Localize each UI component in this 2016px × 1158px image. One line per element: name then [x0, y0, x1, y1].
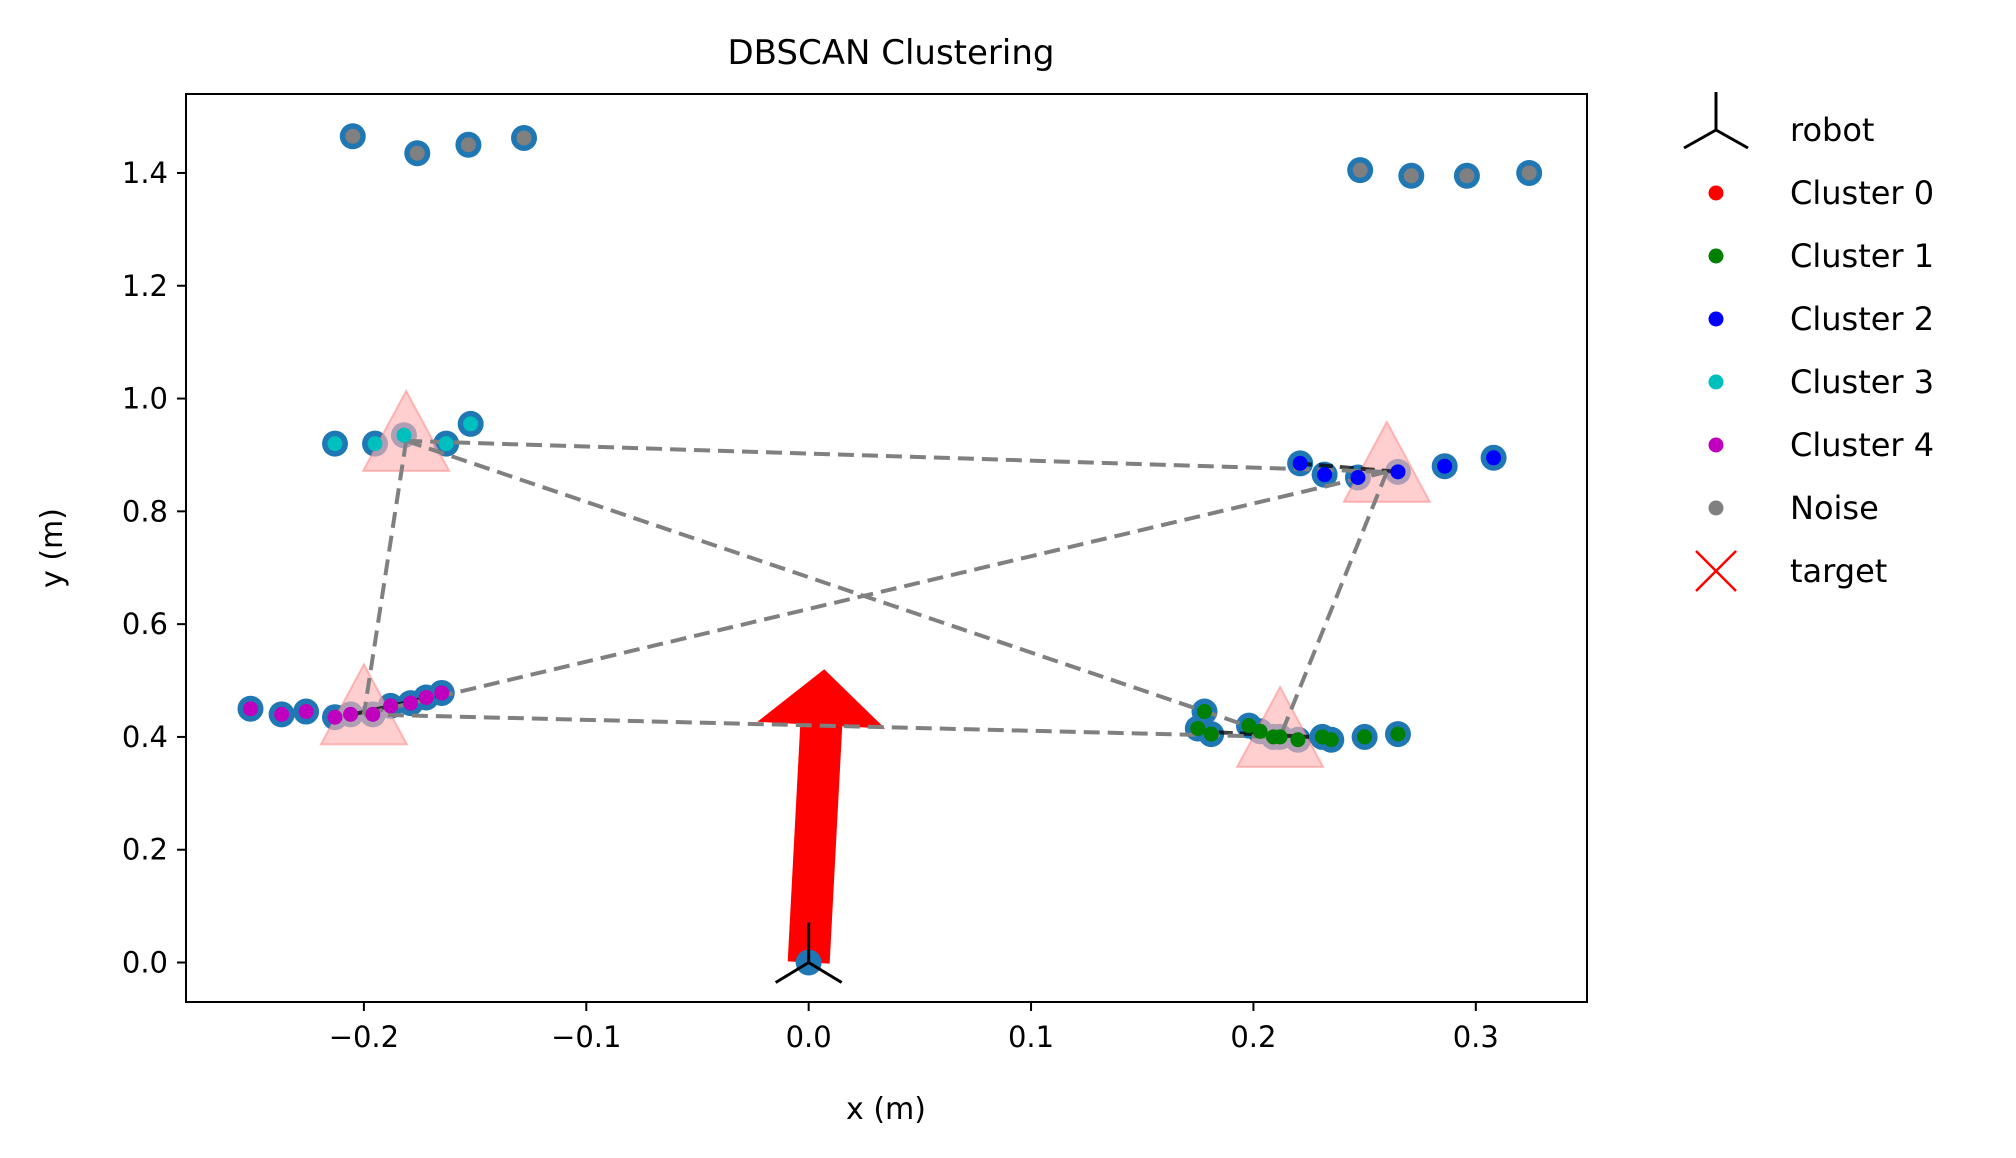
centroid-connection — [363, 469, 1388, 717]
centroid-connection — [406, 438, 1387, 474]
y-tick-label: 1.4 — [122, 156, 168, 190]
target-arrow — [757, 669, 886, 964]
y-tick-label: 0.4 — [122, 720, 168, 754]
legend-entry: Noise — [1708, 489, 1879, 527]
x-tick-label: 0.2 — [1230, 1020, 1276, 1054]
plot-area — [237, 123, 1543, 984]
cluster-point — [463, 416, 479, 432]
cluster-point — [1241, 718, 1257, 734]
cluster-point — [1350, 470, 1366, 486]
axes-frame — [185, 93, 1588, 1003]
cluster-point — [327, 436, 343, 452]
y-tick-label: 0.6 — [122, 607, 168, 641]
cluster-point — [343, 706, 359, 722]
cluster-point — [438, 436, 454, 452]
cluster-point — [365, 706, 381, 722]
legend-entry: robot — [1683, 92, 1874, 150]
chart-title: DBSCAN Clustering — [728, 33, 1055, 73]
cluster-point — [1486, 450, 1502, 466]
legend-entry: Cluster 2 — [1708, 300, 1934, 338]
x-tick-label: −0.1 — [551, 1020, 621, 1054]
y-tick-label: 1.0 — [122, 382, 168, 416]
cluster-point — [298, 704, 314, 720]
y-axis: 0.0 0.2 0.4 0.6 0.8 1.0 1.2 1.4 — [122, 156, 186, 980]
cluster-point — [1292, 455, 1308, 471]
robot-icon — [1683, 92, 1749, 150]
robot-marker — [774, 922, 843, 984]
cluster-point — [1252, 723, 1268, 739]
cluster-point — [1290, 732, 1306, 748]
cluster-point — [1390, 464, 1406, 480]
legend-entry: Cluster 3 — [1708, 363, 1934, 401]
x-tick-label: 0.1 — [1008, 1020, 1054, 1054]
legend-label: Cluster 0 — [1790, 174, 1934, 212]
legend-dot-icon — [1708, 437, 1724, 453]
legend-label: robot — [1790, 111, 1874, 149]
legend-dot-icon — [1708, 500, 1724, 516]
x-tick-label: −0.2 — [329, 1020, 399, 1054]
y-tick-label: 0.2 — [122, 833, 168, 867]
target-icon — [1695, 550, 1737, 592]
cluster-point — [1272, 729, 1288, 745]
y-axis-label: y (m) — [35, 508, 70, 588]
y-tick-label: 0.8 — [122, 494, 168, 528]
cluster-point — [1521, 165, 1537, 181]
legend-label: Cluster 4 — [1790, 426, 1934, 464]
legend-label: Noise — [1790, 489, 1879, 527]
legend-label: Cluster 1 — [1790, 237, 1934, 275]
cluster-point — [418, 689, 434, 705]
cluster-point — [1317, 467, 1333, 483]
x-axis-label: x (m) — [846, 1092, 926, 1127]
cluster-point — [383, 698, 399, 714]
centroid-connection — [361, 440, 409, 715]
cluster-point — [396, 427, 412, 443]
cluster-point — [367, 436, 383, 452]
cluster-point — [1390, 726, 1406, 742]
cluster-point — [242, 701, 258, 717]
legend-label: Cluster 3 — [1790, 363, 1934, 401]
centroid-connection — [405, 438, 1281, 739]
centroid-marker — [1342, 419, 1432, 503]
cluster-point — [327, 709, 343, 725]
legend-dot-icon — [1708, 374, 1724, 390]
x-tick-label: 0.3 — [1453, 1020, 1499, 1054]
legend-dot-icon — [1708, 248, 1724, 264]
cluster-point — [345, 128, 361, 144]
legend-entry: Cluster 4 — [1708, 426, 1934, 464]
cluster-point — [1357, 729, 1373, 745]
cluster-segment — [1297, 461, 1399, 474]
cluster-point — [1190, 720, 1206, 736]
legend-entry: Cluster 1 — [1708, 237, 1934, 275]
cluster-point — [403, 695, 419, 711]
cluster-point — [274, 706, 290, 722]
legend-entry: Cluster 0 — [1708, 174, 1934, 212]
x-axis: −0.2 −0.1 0.0 0.1 0.2 0.3 — [329, 1002, 1499, 1054]
legend-dot-icon — [1708, 185, 1724, 201]
y-tick-label: 1.2 — [122, 269, 168, 303]
cluster-point — [1352, 162, 1368, 178]
legend-label: Cluster 2 — [1790, 300, 1934, 338]
cluster-point — [1437, 458, 1453, 474]
legend-label: target — [1790, 552, 1887, 590]
legend: robot Cluster 0 Cluster 1 Cluster 2 Cluster … — [1683, 92, 1934, 592]
cluster-point — [1203, 726, 1219, 742]
legend-dot-icon — [1708, 311, 1724, 327]
cluster-point — [516, 130, 532, 146]
y-tick-label: 0.0 — [122, 946, 168, 980]
cluster-point — [460, 137, 476, 153]
centroid-connection — [363, 712, 1281, 739]
cluster-point — [1197, 704, 1213, 720]
cluster-point — [409, 145, 425, 161]
legend-entry: target — [1695, 550, 1887, 592]
cluster-point — [1323, 732, 1339, 748]
cluster-point — [1403, 168, 1419, 184]
cluster-point — [1459, 168, 1475, 184]
cluster-point — [434, 685, 450, 701]
x-tick-label: 0.0 — [786, 1020, 832, 1054]
